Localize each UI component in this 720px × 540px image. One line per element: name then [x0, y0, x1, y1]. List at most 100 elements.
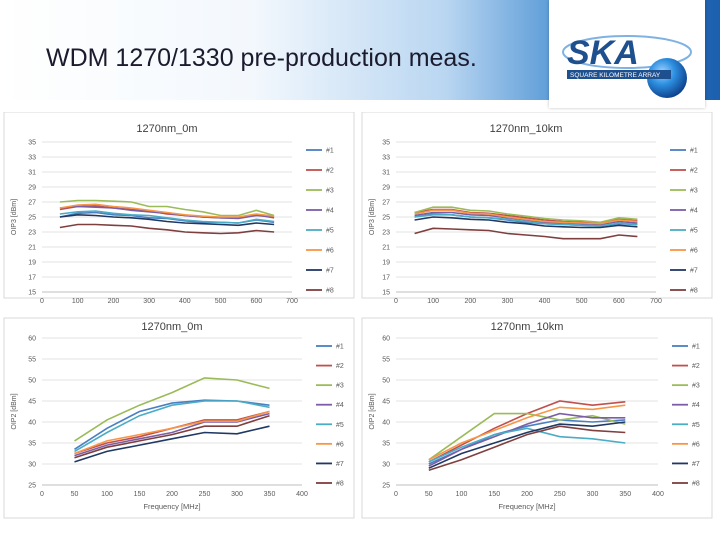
- chart-frame: [3, 317, 355, 519]
- y-tick-label: 55: [382, 357, 390, 364]
- series-line-5: [414, 214, 638, 227]
- x-tick-label: 100: [101, 491, 113, 498]
- y-tick-label: 60: [382, 336, 390, 343]
- x-tick-label: 700: [650, 298, 662, 305]
- legend-label: #5: [692, 422, 700, 429]
- legend-label: #8: [336, 481, 344, 488]
- legend-label: #6: [692, 441, 700, 448]
- series-line-5: [74, 400, 270, 453]
- x-axis-label: Frequency [MHz]: [143, 502, 200, 511]
- legend-label: #3: [326, 188, 334, 195]
- x-tick-label: 150: [488, 491, 500, 498]
- chart-title: 1270nm_0m: [141, 321, 202, 333]
- y-tick-label: 35: [382, 140, 390, 147]
- y-tick-label: 25: [382, 483, 390, 490]
- y-tick-label: 25: [382, 215, 390, 222]
- series-line-6: [414, 209, 638, 225]
- series-line-8: [428, 425, 626, 472]
- chart-title: 1270nm_10km: [490, 123, 563, 135]
- series-line-5: [59, 210, 275, 224]
- legend-label: #5: [336, 422, 344, 429]
- x-tick-label: 200: [166, 491, 178, 498]
- legend-label: #5: [690, 228, 698, 235]
- chart-title: 1270nm_10km: [491, 321, 564, 333]
- legend-label: #7: [326, 268, 334, 275]
- x-tick-label: 300: [502, 298, 514, 305]
- legend-label: #7: [336, 461, 344, 468]
- legend-label: #3: [692, 383, 700, 390]
- y-tick-label: 31: [382, 170, 390, 177]
- x-tick-label: 400: [179, 298, 191, 305]
- x-tick-label: 0: [394, 491, 398, 498]
- legend-label: #2: [692, 363, 700, 370]
- legend-label: #1: [690, 148, 698, 155]
- legend-label: #8: [690, 288, 698, 295]
- x-tick-label: 400: [652, 491, 664, 498]
- y-tick-label: 40: [382, 420, 390, 427]
- x-tick-label: 100: [427, 298, 439, 305]
- ska-logo-graphic: SKA SQUARE KILOMETRE ARRAY: [562, 34, 692, 98]
- legend-label: #3: [336, 383, 344, 390]
- series-line-8: [414, 227, 638, 240]
- ska-logo: SKA SQUARE KILOMETRE ARRAY: [549, 0, 705, 108]
- chart-frame: [361, 112, 713, 299]
- series-line-7: [74, 425, 270, 463]
- y-tick-label: 33: [382, 155, 390, 162]
- legend-label: #6: [336, 441, 344, 448]
- y-tick-label: 27: [28, 200, 36, 207]
- y-tick-label: 30: [28, 462, 36, 469]
- x-tick-label: 50: [71, 491, 79, 498]
- chart-panel-oip2-0m: 25 30 35 40 45 50 55 60 0 50 100 150 200 250 300 350 400…: [3, 317, 355, 519]
- series-line-3: [74, 377, 270, 442]
- y-tick-label: 23: [382, 230, 390, 237]
- legend-label: #4: [692, 402, 700, 409]
- legend-label: #5: [326, 228, 334, 235]
- y-tick-label: 45: [382, 399, 390, 406]
- legend-label: #2: [336, 363, 344, 370]
- x-tick-label: 400: [539, 298, 551, 305]
- y-tick-label: 45: [28, 399, 36, 406]
- legend-label: #4: [326, 208, 334, 215]
- legend-label: #7: [692, 461, 700, 468]
- y-tick-label: 31: [28, 170, 36, 177]
- y-tick-label: 17: [28, 275, 36, 282]
- x-tick-label: 250: [554, 491, 566, 498]
- x-tick-label: 200: [464, 298, 476, 305]
- x-tick-label: 200: [108, 298, 120, 305]
- series-line-4: [428, 412, 626, 467]
- y-tick-label: 35: [28, 441, 36, 448]
- series-line-3: [59, 199, 275, 217]
- logo-subtext-band: [567, 70, 671, 79]
- y-tick-label: 30: [382, 462, 390, 469]
- y-axis-label: OIP3 [dBm]: [11, 199, 18, 235]
- x-tick-label: 350: [264, 491, 276, 498]
- legend-label: #6: [326, 248, 334, 255]
- y-tick-label: 19: [28, 260, 36, 267]
- y-tick-label: 40: [28, 420, 36, 427]
- chart-panel-oip2-10km: 25 30 35 40 45 50 55 60 0 50 100 150 200 250 300 350 400…: [361, 317, 713, 519]
- x-tick-label: 100: [456, 491, 468, 498]
- y-tick-label: 33: [28, 155, 36, 162]
- y-tick-label: 21: [382, 245, 390, 252]
- y-tick-label: 23: [28, 230, 36, 237]
- x-tick-label: 500: [215, 298, 227, 305]
- x-tick-label: 200: [521, 491, 533, 498]
- chart-panel-oip3-0m: 15 17 19 21 23 25 27 29 31 33 35 0 100 200 300 400 500 60…: [3, 112, 355, 305]
- slide-title: WDM 1270/1330 pre-production meas.: [46, 44, 477, 72]
- legend-label: #2: [326, 168, 334, 175]
- x-tick-label: 0: [40, 491, 44, 498]
- legend-label: #3: [690, 188, 698, 195]
- series-line-6: [428, 404, 626, 461]
- y-axis-label: OIP2 [dBm]: [11, 393, 18, 429]
- chart-panel-oip3-10km: 15 17 19 21 23 25 27 29 31 33 35 0 100 200 300 400 500 60…: [361, 112, 713, 305]
- series-line-7: [428, 421, 626, 469]
- y-tick-label: 25: [28, 215, 36, 222]
- y-tick-label: 50: [28, 378, 36, 385]
- y-tick-label: 35: [28, 140, 36, 147]
- chart-title: 1270nm_0m: [136, 123, 197, 135]
- legend-label: #8: [326, 288, 334, 295]
- x-tick-label: 100: [72, 298, 84, 305]
- y-axis-label: OIP2 [dBm]: [369, 393, 376, 429]
- y-tick-label: 35: [382, 441, 390, 448]
- y-tick-label: 29: [382, 185, 390, 192]
